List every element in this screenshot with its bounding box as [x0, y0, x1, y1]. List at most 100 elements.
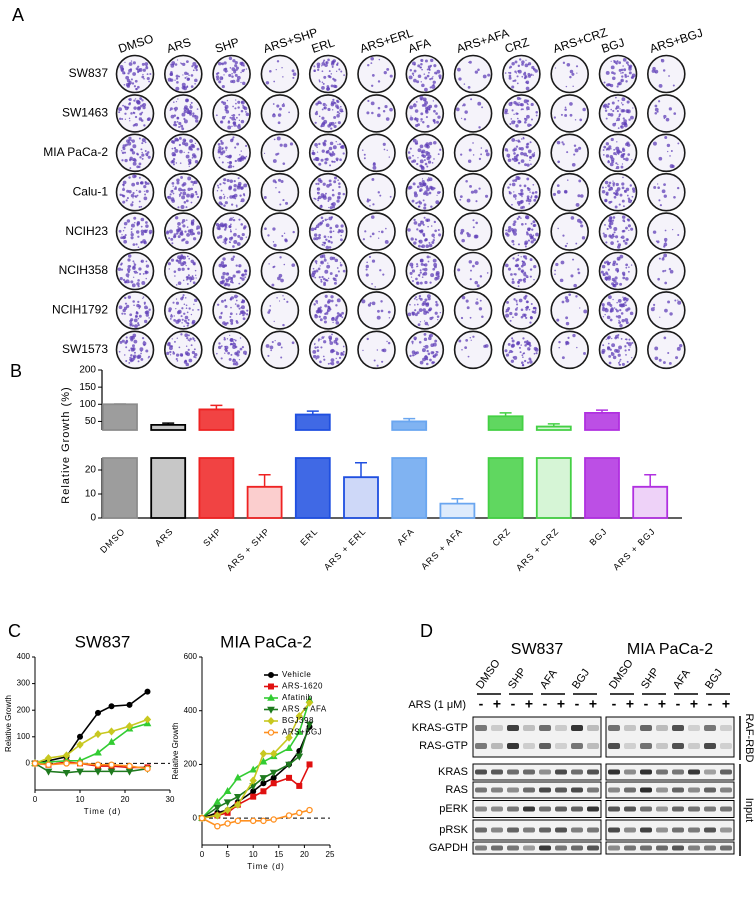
colony: [141, 218, 145, 222]
colony: [188, 152, 190, 154]
colony: [567, 179, 569, 181]
colony: [122, 105, 124, 107]
colony: [475, 200, 477, 202]
colony: [561, 261, 565, 265]
x-tick-label: 20: [121, 795, 130, 804]
colony: [524, 121, 527, 124]
bar: [392, 421, 426, 518]
colony: [149, 73, 151, 75]
colony: [331, 216, 333, 218]
colony: [381, 361, 383, 363]
colony: [522, 337, 524, 339]
colony: [185, 360, 187, 362]
colony: [230, 230, 232, 232]
colony: [225, 346, 229, 350]
colony: [429, 244, 433, 248]
colony: [312, 276, 314, 278]
colony: [322, 142, 325, 145]
colony: [603, 149, 605, 151]
colony: [534, 152, 535, 153]
colony: [531, 119, 533, 121]
colony: [424, 268, 428, 272]
y-tick-label: 10: [85, 489, 97, 500]
colony: [622, 276, 625, 279]
row-label: KRAS: [438, 766, 468, 778]
colony: [129, 118, 130, 119]
colony: [121, 234, 122, 235]
colony: [341, 312, 344, 315]
colony: [292, 77, 294, 79]
colony: [628, 198, 630, 200]
colony: [469, 185, 472, 188]
colony: [132, 300, 135, 303]
colony: [125, 360, 127, 362]
colony: [134, 124, 136, 126]
colony: [617, 270, 619, 272]
colony: [187, 325, 189, 327]
colony: [279, 256, 281, 258]
band: [640, 725, 652, 731]
colony: [416, 228, 418, 230]
colony: [197, 196, 199, 198]
colony: [529, 156, 532, 159]
colony: [231, 75, 234, 78]
colony: [236, 69, 238, 71]
colony: [429, 281, 431, 283]
colony: [616, 315, 618, 317]
colony: [628, 339, 630, 341]
colony: [372, 203, 374, 205]
colony: [624, 74, 626, 76]
legend-label: BGJ398: [282, 716, 314, 725]
marker: [78, 734, 83, 739]
colony: [133, 192, 135, 194]
row-label: GAPDH: [429, 842, 468, 854]
colony: [336, 358, 337, 359]
band: [656, 788, 668, 793]
colony: [191, 202, 193, 204]
colony: [609, 304, 612, 307]
colony: [473, 154, 475, 156]
colony: [335, 259, 339, 263]
colony: [390, 75, 393, 78]
colony: [337, 111, 339, 113]
colony: [536, 115, 538, 117]
colony: [277, 276, 281, 280]
band: [720, 846, 732, 851]
colony: [179, 137, 182, 140]
colony: [132, 151, 135, 154]
colony: [511, 344, 515, 348]
colony: [575, 243, 577, 245]
colony: [423, 155, 426, 158]
colony: [389, 317, 390, 318]
colony: [422, 178, 423, 179]
colony: [472, 142, 474, 144]
colony: [186, 337, 188, 339]
colony: [506, 233, 509, 236]
ars-sign: +: [493, 696, 501, 712]
colony: [133, 112, 135, 114]
colony: [612, 299, 613, 300]
colony: [411, 276, 412, 277]
colony: [520, 192, 523, 195]
colony: [677, 300, 678, 301]
colony: [241, 274, 244, 277]
marker: [145, 716, 151, 723]
y-tick-label: 100: [79, 399, 96, 410]
colony: [226, 110, 230, 114]
colony: [172, 185, 174, 187]
colony: [168, 307, 172, 311]
row-label: pERK: [439, 803, 468, 815]
colony: [408, 312, 412, 316]
colony: [120, 277, 123, 280]
colony: [191, 314, 192, 315]
colony: [415, 296, 417, 298]
colony: [173, 101, 175, 103]
colony: [282, 104, 285, 107]
colony: [283, 298, 285, 300]
colony: [241, 120, 245, 124]
colony: [324, 257, 326, 259]
colony: [677, 301, 681, 305]
colony: [143, 69, 146, 72]
colony: [267, 355, 269, 357]
colony: [417, 157, 418, 158]
